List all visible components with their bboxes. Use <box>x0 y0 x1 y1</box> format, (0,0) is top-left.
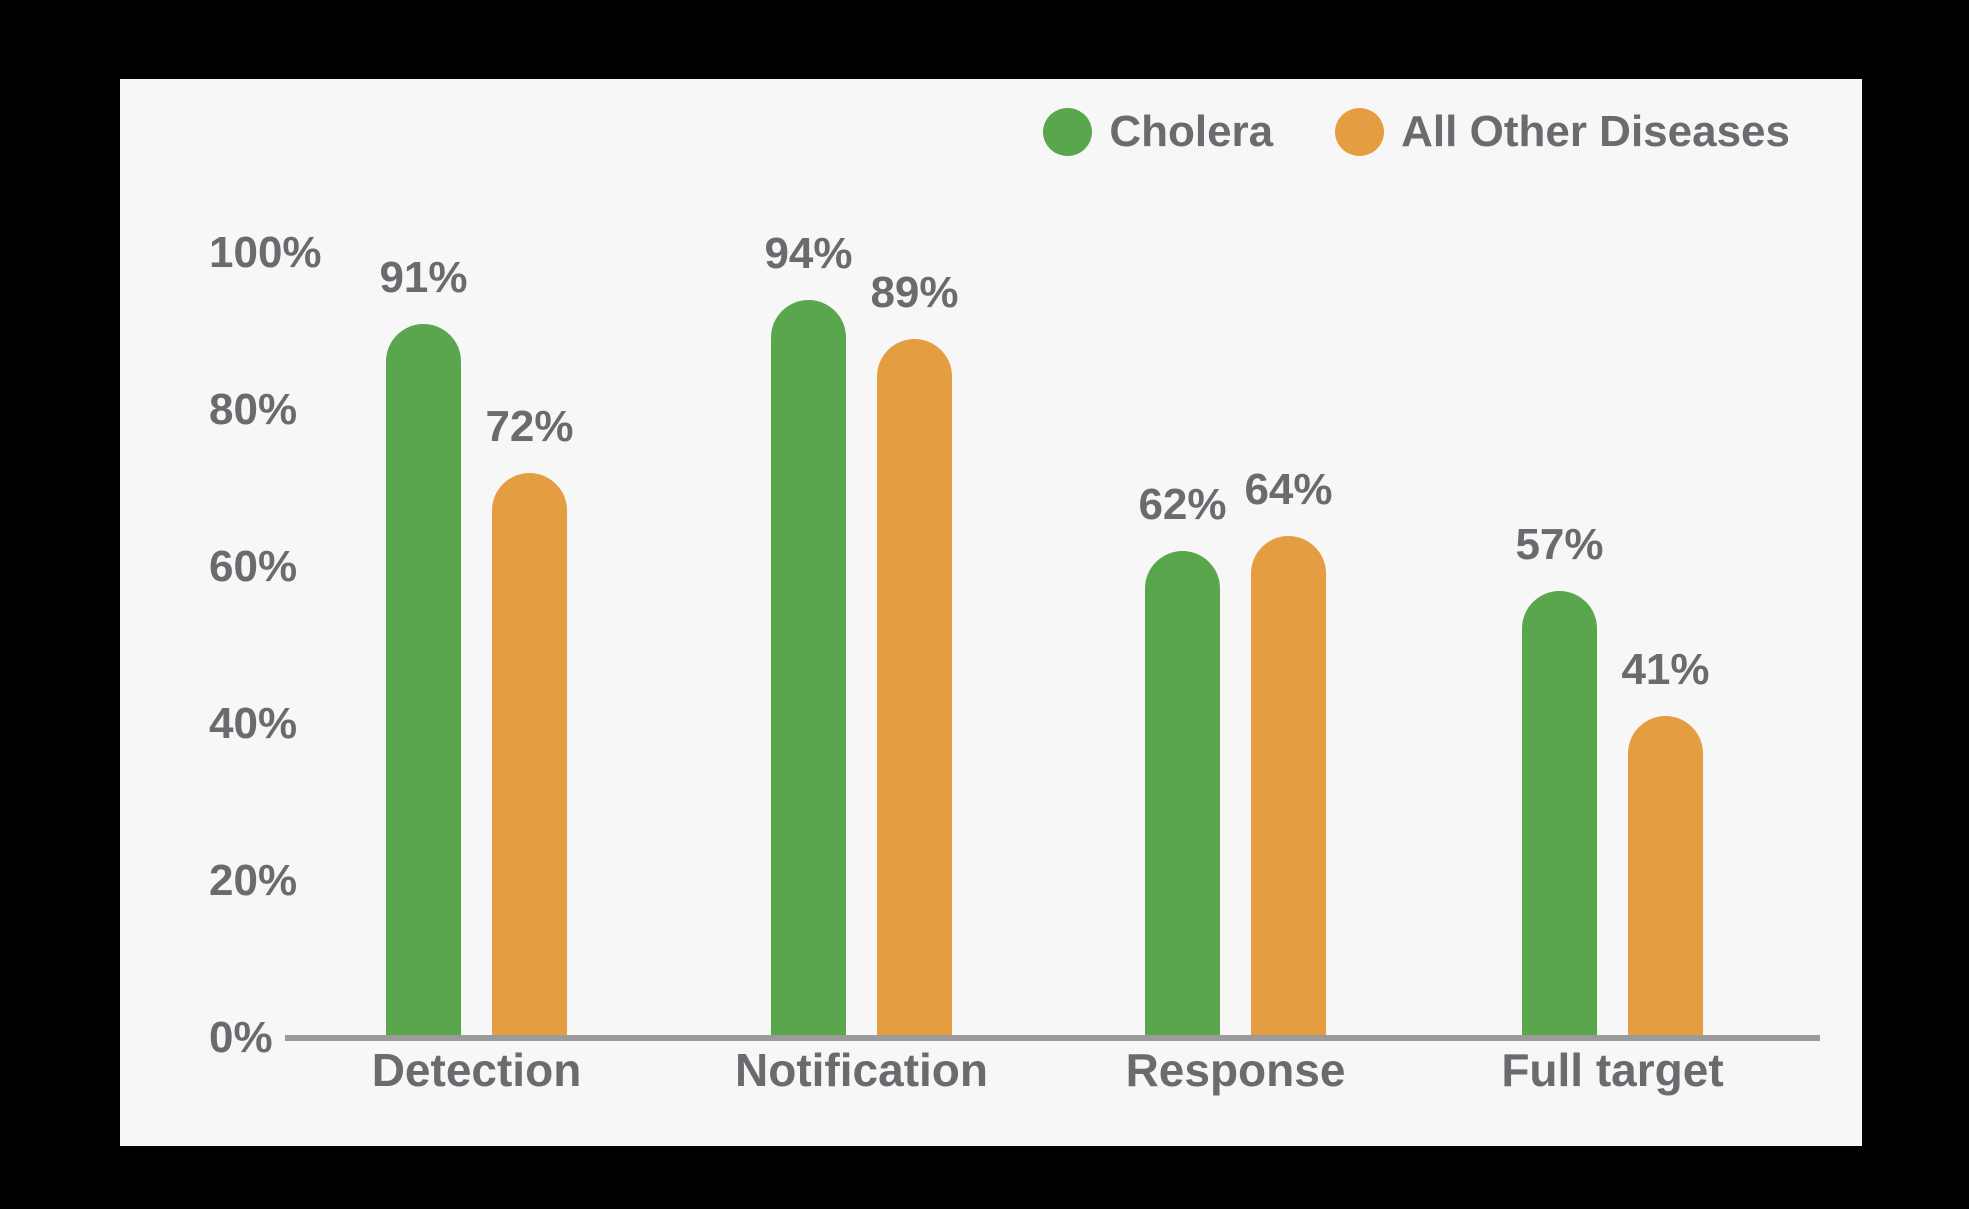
chart-panel: Cholera All Other Diseases 0% 20% 40% 60% 80… <box>120 79 1862 1146</box>
bar-value-label-all-other-diseases-full-target: 41% <box>1621 645 1710 695</box>
x-axis-label-notification: Notification <box>735 1044 988 1096</box>
x-axis-label-response: Response <box>1125 1044 1346 1096</box>
all-other-diseases-legend-dot-icon <box>1335 108 1385 156</box>
chart-legend: Cholera All Other Diseases <box>1043 107 1790 157</box>
y-tick-label-20: 20% <box>209 856 298 905</box>
y-tick-label-0: 0% <box>209 1013 273 1062</box>
bar-cholera-response <box>1145 551 1220 1038</box>
bar-all-other-diseases-notification <box>877 339 952 1038</box>
bar-value-label-cholera-response: 62% <box>1138 480 1227 530</box>
legend-label-all-other-diseases: All Other Diseases <box>1401 107 1790 156</box>
bar-value-label-cholera-notification: 94% <box>764 229 853 279</box>
bar-cholera-detection <box>386 323 461 1038</box>
x-axis-label-detection: Detection <box>371 1044 582 1096</box>
bar-all-other-diseases-response <box>1251 535 1326 1038</box>
legend-label-cholera: Cholera <box>1109 107 1274 156</box>
x-axis-label-full-target: Full target <box>1501 1044 1724 1096</box>
bar-cholera-notification <box>771 300 846 1038</box>
y-tick-label-40: 40% <box>209 699 298 748</box>
x-axis-baseline <box>285 1035 1820 1041</box>
y-tick-label-60: 60% <box>209 542 298 591</box>
cholera-legend-dot-icon <box>1043 108 1093 156</box>
legend-item-cholera: Cholera <box>1043 107 1273 157</box>
y-tick-label-100: 100% <box>209 228 322 277</box>
y-tick-label-80: 80% <box>209 385 298 434</box>
bar-value-label-all-other-diseases-detection: 72% <box>485 401 574 451</box>
legend-item-all-other-diseases: All Other Diseases <box>1335 107 1790 157</box>
bar-value-label-cholera-full-target: 57% <box>1515 519 1604 569</box>
bar-value-label-cholera-detection: 91% <box>379 252 468 302</box>
bar-value-label-all-other-diseases-notification: 89% <box>870 268 959 318</box>
bar-value-label-all-other-diseases-response: 64% <box>1244 464 1333 514</box>
bar-all-other-diseases-detection <box>492 472 567 1038</box>
bar-cholera-full-target <box>1522 590 1597 1038</box>
bar-all-other-diseases-full-target <box>1628 716 1703 1038</box>
